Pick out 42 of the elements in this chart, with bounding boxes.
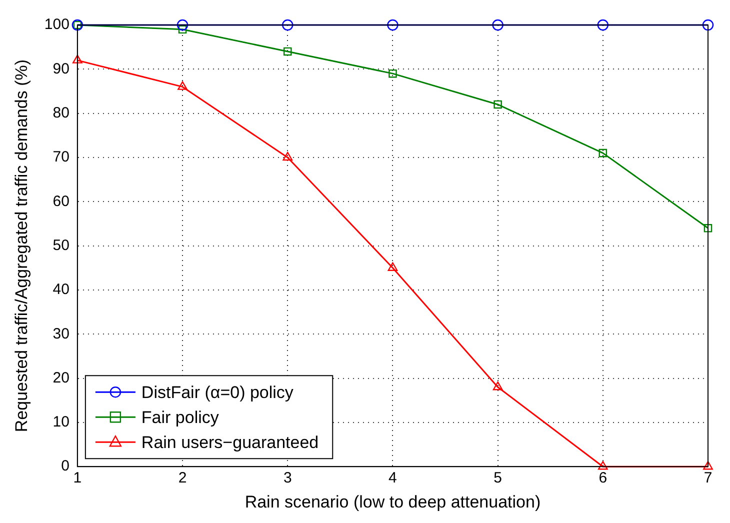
point (176, 19, 188, 31)
point (494, 100, 502, 109)
y-tick-label: 80 (52, 104, 70, 122)
x-tick-label: 2 (178, 470, 187, 487)
y-tick-label: 90 (52, 60, 70, 78)
point (598, 148, 608, 158)
point (703, 461, 713, 470)
point (492, 382, 503, 390)
point (704, 224, 712, 232)
y-tick-label: 10 (52, 414, 70, 431)
y-axis-title: Requested traffic/Aggregated traffic demands (%) (12, 59, 31, 432)
point (388, 69, 397, 78)
point (282, 152, 293, 161)
x-tick-label: 4 (388, 470, 397, 487)
y-tick-label: 70 (52, 148, 70, 166)
point (282, 19, 294, 31)
x-axis-title: Rain scenario (low to deep attenuation) (244, 492, 541, 512)
point (178, 81, 188, 90)
y-tick-label: 40 (52, 281, 70, 298)
point (178, 25, 187, 34)
x-tick-label: 3 (283, 470, 292, 487)
point (388, 262, 398, 271)
point (702, 19, 714, 31)
legend-label: DistFair (α=0) policy (141, 382, 294, 402)
legend-label: Rain users−guaranteed (141, 432, 319, 452)
point (598, 461, 608, 470)
y-tick-label: 30 (52, 325, 70, 342)
x-tick-label: 7 (704, 470, 712, 487)
y-tick-label: 60 (52, 192, 70, 210)
legend-label: Fair policy (141, 408, 220, 427)
x-tick-label: 1 (73, 470, 82, 487)
x-tick-label: 6 (598, 470, 608, 487)
y-tick-label: 0 (61, 458, 70, 475)
y-tick-label: 100 (44, 16, 70, 34)
point (72, 54, 82, 64)
y-tick-label: 50 (52, 236, 70, 254)
point (283, 47, 292, 56)
point (387, 19, 398, 31)
y-tick-label: 20 (52, 369, 70, 386)
point (597, 19, 609, 31)
point (492, 19, 504, 31)
x-tick-label: 5 (494, 470, 502, 487)
